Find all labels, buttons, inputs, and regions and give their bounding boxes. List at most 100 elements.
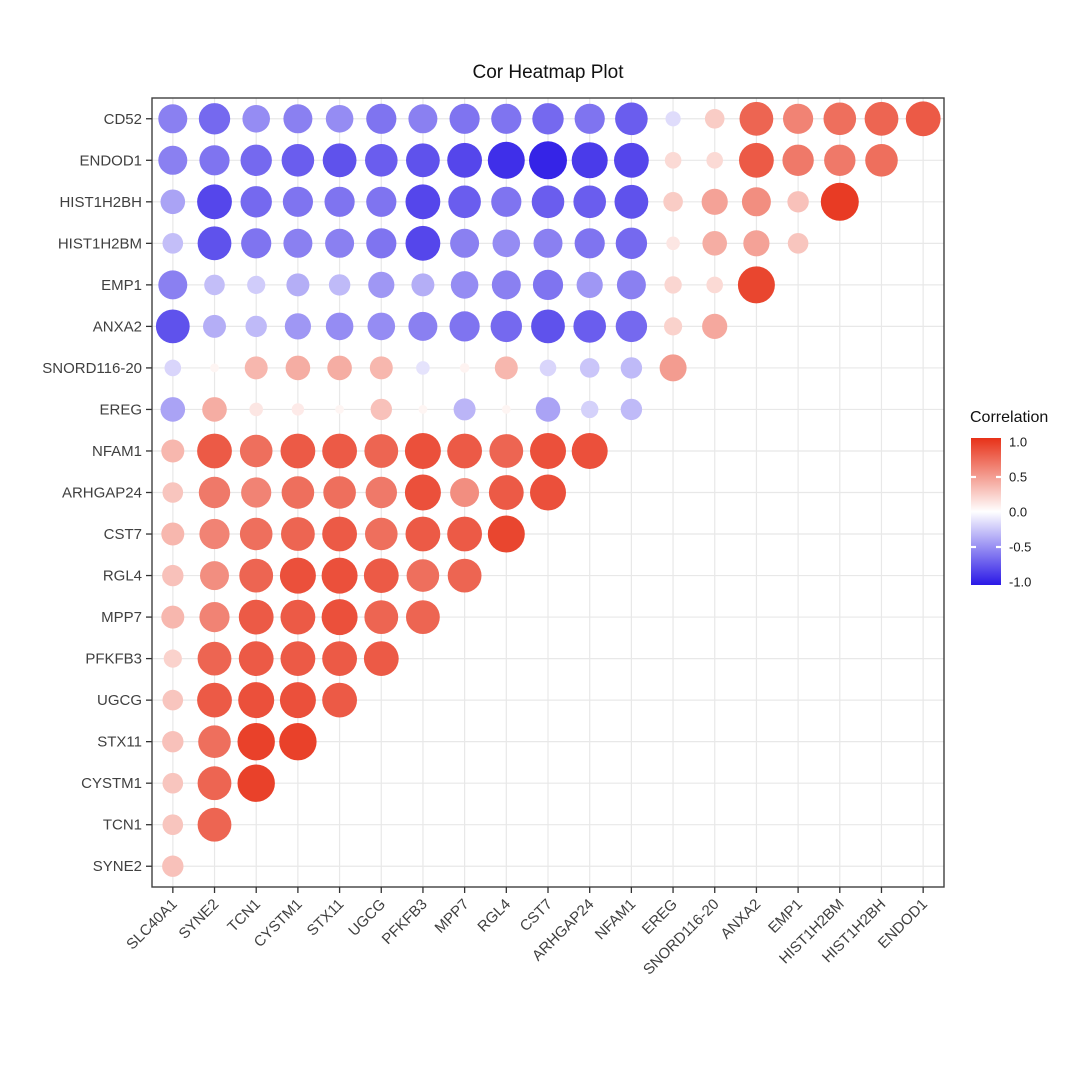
corr-dot bbox=[450, 271, 479, 299]
corr-dot bbox=[447, 142, 482, 178]
corr-dot bbox=[573, 310, 606, 343]
corr-dot bbox=[286, 273, 310, 297]
y-axis-label: RGL4 bbox=[103, 568, 142, 585]
x-axis-label: TCN1 bbox=[224, 896, 264, 936]
corr-dot bbox=[245, 315, 267, 338]
corr-dot bbox=[620, 357, 643, 379]
corr-dot bbox=[158, 145, 188, 175]
y-axis-label: EREG bbox=[99, 401, 142, 418]
corr-dot bbox=[160, 189, 186, 215]
y-axis-label: EMP1 bbox=[101, 277, 142, 294]
corr-dot bbox=[281, 517, 315, 551]
corr-dot bbox=[616, 270, 646, 300]
corr-dot bbox=[163, 649, 182, 668]
corr-dot bbox=[322, 516, 357, 552]
corr-dot bbox=[325, 228, 355, 258]
corr-dot bbox=[322, 682, 357, 718]
corr-dot bbox=[158, 104, 188, 134]
y-axis-label: ANXA2 bbox=[93, 318, 142, 335]
corr-dot bbox=[574, 228, 605, 259]
y-axis-label: PFKFB3 bbox=[85, 651, 142, 668]
corr-dot bbox=[279, 682, 316, 719]
corr-dot bbox=[197, 184, 232, 220]
corr-dot bbox=[571, 142, 608, 179]
corr-dot bbox=[241, 228, 272, 259]
corr-dot bbox=[659, 354, 687, 382]
y-axis-label: UGCG bbox=[97, 692, 142, 709]
corr-dot bbox=[325, 312, 354, 341]
corr-dot bbox=[158, 270, 188, 300]
x-axis-label: SNORD116-20 bbox=[640, 896, 723, 979]
corr-dot bbox=[665, 111, 681, 127]
corr-dot bbox=[199, 145, 230, 176]
corr-dot bbox=[365, 517, 398, 551]
corr-dot bbox=[162, 689, 184, 711]
corr-dot bbox=[210, 363, 219, 373]
corr-dot bbox=[368, 271, 395, 298]
corr-dot bbox=[204, 274, 225, 296]
corr-dots bbox=[155, 101, 941, 877]
corr-dot bbox=[162, 233, 184, 254]
axis-ticks bbox=[146, 118, 924, 893]
corr-dot bbox=[162, 772, 184, 794]
corr-dot bbox=[531, 185, 565, 219]
corr-dot bbox=[240, 144, 272, 176]
corr-dot bbox=[237, 723, 275, 761]
corr-dot bbox=[529, 141, 567, 180]
corr-dot bbox=[162, 731, 184, 753]
legend-tick-label: 1.0 bbox=[1009, 435, 1027, 450]
corr-dot bbox=[783, 103, 814, 134]
corr-dot bbox=[365, 476, 397, 509]
corr-dot bbox=[241, 477, 272, 508]
corr-dot bbox=[322, 433, 357, 469]
y-axis-label: MPP7 bbox=[101, 609, 142, 626]
corr-dot bbox=[416, 361, 430, 375]
corr-dot bbox=[406, 143, 440, 178]
corr-dot bbox=[199, 518, 230, 550]
corr-dot bbox=[279, 723, 317, 761]
corr-dot bbox=[449, 103, 480, 134]
x-axis-label: PFKFB3 bbox=[379, 896, 431, 948]
y-axis-label: CST7 bbox=[104, 526, 142, 543]
corr-dot bbox=[491, 270, 521, 300]
corr-dot bbox=[739, 101, 774, 136]
corr-dot bbox=[364, 434, 399, 468]
corr-dot bbox=[239, 434, 273, 468]
corr-dot bbox=[579, 358, 600, 378]
corr-dot bbox=[539, 359, 557, 377]
y-axis-label: HIST1H2BH bbox=[59, 194, 142, 211]
corr-dot bbox=[487, 141, 525, 179]
x-axis-label: SLC40A1 bbox=[123, 896, 180, 953]
corr-dot bbox=[614, 184, 649, 219]
corr-dot bbox=[162, 814, 184, 835]
corr-dot bbox=[366, 103, 397, 134]
x-axis-label: CST7 bbox=[517, 896, 556, 935]
corr-dot bbox=[447, 433, 482, 469]
corr-dot bbox=[363, 641, 399, 676]
x-axis-label: SYNE2 bbox=[176, 896, 223, 943]
corr-dot bbox=[532, 103, 564, 135]
corr-dot bbox=[447, 558, 482, 593]
corr-dot bbox=[198, 476, 231, 509]
corr-dot bbox=[664, 317, 683, 336]
corr-dot bbox=[823, 102, 857, 136]
corr-dot bbox=[702, 231, 727, 256]
corr-dot bbox=[321, 557, 358, 594]
corr-dot bbox=[283, 228, 313, 258]
corr-dot bbox=[501, 405, 511, 414]
corr-dot bbox=[322, 641, 357, 676]
corr-dot bbox=[197, 682, 232, 718]
corr-dot bbox=[535, 397, 561, 422]
corr-dot bbox=[405, 516, 441, 552]
corr-dot bbox=[405, 184, 441, 220]
x-axis-label: ANXA2 bbox=[717, 896, 764, 943]
corr-dot bbox=[489, 434, 524, 468]
corr-dot bbox=[366, 186, 397, 217]
corr-dot bbox=[492, 229, 521, 258]
x-axis-label: MPP7 bbox=[432, 896, 473, 937]
corr-dot bbox=[249, 402, 263, 417]
corr-dot bbox=[787, 191, 809, 213]
corr-dot bbox=[491, 103, 522, 134]
